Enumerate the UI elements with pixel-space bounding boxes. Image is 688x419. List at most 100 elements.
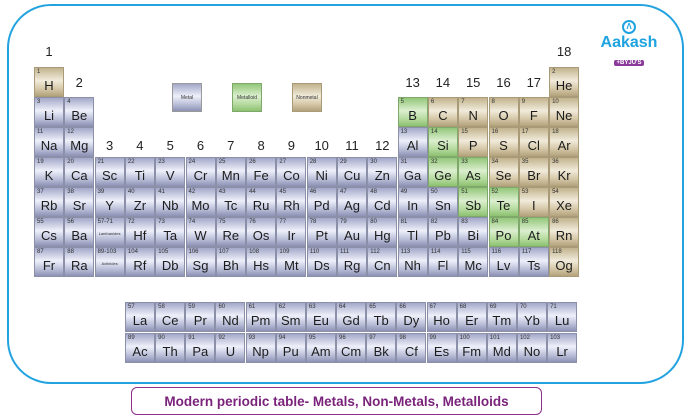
element-pb: 82 Pb xyxy=(427,217,458,247)
element-eu: 63 Eu xyxy=(305,302,336,332)
legend-label: Nonmetal xyxy=(296,94,318,101)
legend-label: Metal xyxy=(180,94,194,101)
atomic-number: 7 xyxy=(461,99,465,105)
atomic-number: 31 xyxy=(400,159,408,165)
element-rf: 104 Rf xyxy=(124,247,155,277)
element-ra: 88 Ra xyxy=(64,247,95,277)
group-label-13: 13 xyxy=(405,75,420,90)
element-symbol: U xyxy=(225,344,236,359)
element-fl: 114 Fl xyxy=(427,247,458,277)
atomic-number: 109 xyxy=(279,249,290,255)
group-label-4: 4 xyxy=(136,138,144,153)
element-symbol: Th xyxy=(162,344,178,359)
element-symbol: Cd xyxy=(373,198,391,213)
element-symbol: Cr xyxy=(193,168,208,183)
element-symbol: Ac xyxy=(132,344,148,359)
element-tc: 43 Tc xyxy=(215,187,246,217)
atomic-number: 22 xyxy=(127,159,135,165)
element-symbol: Ce xyxy=(161,313,179,328)
element-symbol: Es xyxy=(433,344,450,359)
element-og: 118 Og xyxy=(549,247,580,277)
element-cm: 96 Cm xyxy=(336,333,367,363)
frame-border xyxy=(7,4,684,384)
atomic-number: 68 xyxy=(459,304,467,310)
element-y: 39 Y xyxy=(94,187,125,217)
atomic-number: 60 xyxy=(218,304,226,310)
atomic-number: 37 xyxy=(37,189,44,195)
element-symbol: Rn xyxy=(555,228,573,243)
element-mg: 12 Mg xyxy=(64,127,95,157)
element-symbol: Yb xyxy=(523,313,540,328)
atomic-number: 104 xyxy=(127,249,138,255)
atomic-number: 79 xyxy=(340,219,347,225)
atomic-number: 97 xyxy=(369,335,376,341)
atomic-number: 92 xyxy=(218,335,226,341)
element-cr: 24 Cr xyxy=(185,157,216,187)
element-zr: 40 Zr xyxy=(124,187,155,217)
element-k: 19 K xyxy=(34,157,64,187)
atomic-number: 113 xyxy=(400,249,411,255)
element-symbol: Co xyxy=(283,168,300,183)
atomic-number: 98 xyxy=(399,335,407,341)
element-symbol: Fl xyxy=(437,258,449,273)
element-sc: 21 Sc xyxy=(94,157,125,187)
element-w: 74 W xyxy=(185,217,216,247)
atomic-number: 118 xyxy=(552,249,562,255)
atomic-number: 21 xyxy=(97,159,105,165)
atomic-number: 17 xyxy=(521,129,529,135)
atomic-number: 73 xyxy=(158,219,165,225)
element-symbol: In xyxy=(407,198,419,213)
group-label-7: 7 xyxy=(227,138,235,153)
atomic-number: 74 xyxy=(188,219,196,225)
element-symbol: Re xyxy=(222,228,240,243)
element-symbol: Cf xyxy=(404,344,418,359)
atomic-number: 39 xyxy=(97,189,105,195)
atomic-number: 51 xyxy=(461,189,468,195)
element-symbol: Na xyxy=(40,138,58,153)
element-fm: 100 Fm xyxy=(456,333,487,363)
element-ge: 32 Ge xyxy=(427,157,458,187)
element-ga: 31 Ga xyxy=(397,157,428,187)
element-symbol: H xyxy=(44,78,54,93)
atomic-number: 26 xyxy=(249,159,256,165)
legend-metal: Metal xyxy=(172,83,202,112)
element-sb: 51 Sb xyxy=(458,187,489,217)
caption: Modern periodic table- Metals, Non-Metal… xyxy=(131,387,542,415)
atomic-number: 44 xyxy=(249,189,256,195)
atomic-number: 116 xyxy=(491,249,502,255)
atomic-number: 43 xyxy=(218,189,226,195)
element-symbol: Pu xyxy=(282,344,299,359)
atomic-number: 38 xyxy=(67,189,74,195)
element-mt: 109 Mt xyxy=(276,247,307,277)
element-symbol: Ti xyxy=(134,168,146,183)
element-mo: 42 Mo xyxy=(185,187,216,217)
atomic-number: 115 xyxy=(461,249,471,255)
element-md: 101 Md xyxy=(486,333,517,363)
element-db: 105 Db xyxy=(155,247,186,277)
atomic-number: 89 xyxy=(128,335,135,341)
group-label-1: 1 xyxy=(45,44,53,59)
element-symbol: Os xyxy=(252,228,270,243)
element-u: 92 U xyxy=(215,333,246,363)
element-er: 68 Er xyxy=(456,302,487,332)
element-symbol: Lr xyxy=(556,344,568,359)
atomic-number: 18 xyxy=(552,129,559,135)
element-se: 34 Se xyxy=(488,157,519,187)
element-tl: 81 Tl xyxy=(397,217,428,247)
element-symbol: Tb xyxy=(373,313,389,328)
element-symbol: Ne xyxy=(555,108,573,123)
atomic-number: 69 xyxy=(489,304,497,310)
element-th: 90 Th xyxy=(155,333,186,363)
element-kr: 36 Kr xyxy=(549,157,580,187)
logo-byjus: +BYJU'S xyxy=(613,60,645,66)
atomic-number: 41 xyxy=(158,189,165,195)
element-symbol: Pb xyxy=(434,228,451,243)
element-tb: 65 Tb xyxy=(366,302,397,332)
element-al: 13 Al xyxy=(397,127,428,157)
atomic-number: 19 xyxy=(37,159,44,165)
atomic-number: 93 xyxy=(248,335,256,341)
element-am: 95 Am xyxy=(305,333,336,363)
element-cu: 29 Cu xyxy=(337,157,367,187)
element-bh: 107 Bh xyxy=(215,247,246,277)
